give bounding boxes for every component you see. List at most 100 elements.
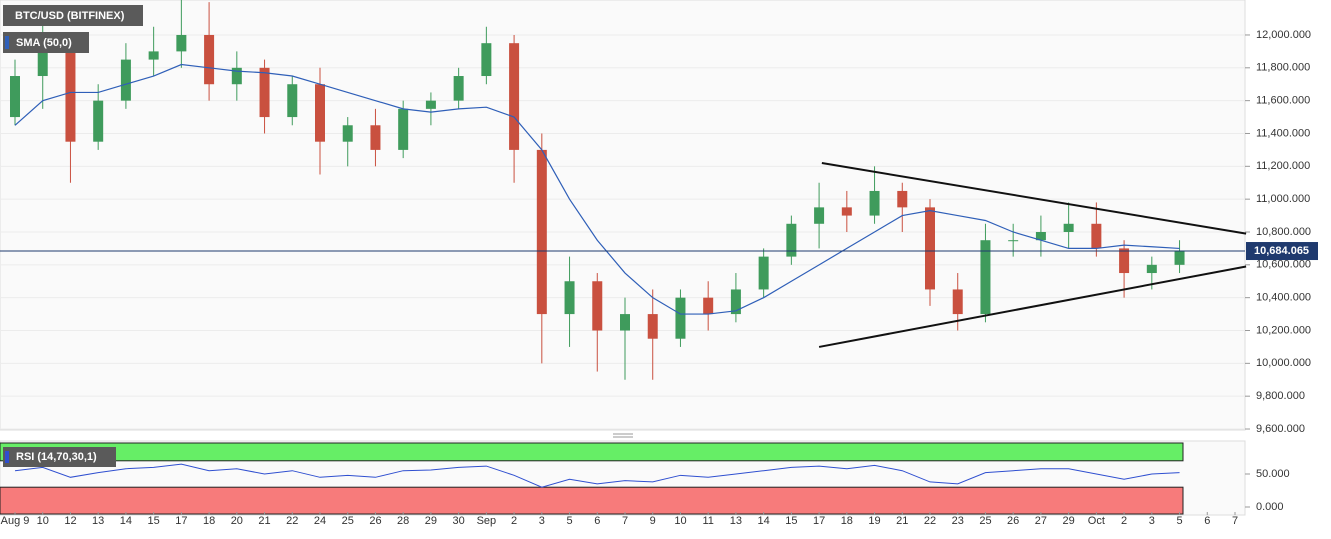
y-tick-label: 10,200.000 [1256,324,1311,336]
x-tick-label: Oct [1088,515,1105,527]
x-tick-label: 20 [231,515,243,527]
candle-body [647,314,658,339]
x-tick-label: 24 [314,515,326,527]
x-tick-label: 25 [342,515,354,527]
price-pane [0,0,1246,431]
x-tick-label: 7 [1232,515,1238,527]
x-tick-label: 3 [1149,515,1155,527]
x-tick-label: 27 [1035,515,1047,527]
candle-body [592,281,603,331]
oversold-band [0,486,1184,515]
y-tick-label: 10,000.000 [1256,357,1311,369]
legend-box [3,32,89,53]
y-tick-label: 9,800.000 [1256,390,1305,402]
candle-body [370,125,381,150]
y-tick-label: 9,600.000 [1256,423,1305,435]
marks [0,0,1247,515]
candle-body [730,289,741,315]
candle-body [980,240,991,315]
x-tick-label: 25 [979,515,991,527]
candle-body [176,34,187,52]
legend-entry: SMA (50,0) [16,37,72,49]
candle-body [10,76,20,118]
x-tick-label: 15 [148,515,160,527]
x-tick-label: 21 [896,515,908,527]
y-tick-label: 11,600.000 [1256,95,1310,107]
x-tick-label: 26 [1007,515,1019,527]
candle-body [342,125,353,142]
last-price-label: 10,684.065 [1254,245,1309,257]
legend-box [3,5,143,26]
x-tick-label: 23 [952,515,964,527]
x-tick-label: 13 [730,515,742,527]
legend-entry: RSI (14,70,30,1) [16,451,97,463]
candle-body [1174,251,1185,265]
candle-body [1035,231,1046,241]
candle-body [65,51,76,142]
candle-body [1063,223,1074,232]
x-tick-label: 7 [622,515,628,527]
x-tick-label: 10 [37,515,49,527]
sma-line [14,63,1180,315]
candle-body [786,223,797,257]
y-tick-label: 0.000 [1256,501,1284,513]
x-tick-label: 22 [924,515,936,527]
x-tick-label: 13 [92,515,104,527]
legend-swatch [5,36,9,49]
candle-body [952,289,963,315]
candle-body [897,190,908,208]
candle-body [287,84,298,118]
x-tick-label: 14 [758,515,770,527]
x-tick-label: Sep [477,515,497,527]
candle-body [841,207,852,216]
candle-body [259,67,270,118]
x-tick-label: 14 [120,515,132,527]
candle-body [231,67,242,85]
candle-body [204,34,215,85]
x-tick-label: 6 [1204,515,1210,527]
x-tick-label: 3 [539,515,545,527]
candle-body [620,314,630,331]
y-tick-label: 11,200.000 [1256,160,1310,172]
x-tick-label: 18 [203,515,215,527]
candle-body [509,43,520,150]
candle-body [425,100,436,109]
candle-body [758,256,769,290]
y-tick-label: 11,400.000 [1256,127,1310,139]
y-tick-label: 10,600.000 [1256,259,1311,271]
x-tick-label: 29 [425,515,437,527]
x-tick-label: 2 [1121,515,1127,527]
x-tick-label: 17 [175,515,187,527]
legend: BTC/USD (BITFINEX) SMA (50,0) RSI (14,70… [3,5,143,467]
candle-body [315,84,325,142]
x-tick-label: 10 [674,515,686,527]
candle-body [814,207,825,224]
candle-body [93,100,104,142]
x-tick-label: 29 [1063,515,1075,527]
candle-body [1008,240,1019,242]
y-tick-label: 10,800.000 [1256,226,1311,238]
candle-body [1119,248,1130,274]
x-tick-label: 28 [397,515,409,527]
legend-swatch [5,451,9,463]
x-tick-label: 5 [566,515,572,527]
x-tick-label: 19 [868,515,880,527]
x-tick-label: 26 [369,515,381,527]
y-tick-label: 11,000.000 [1256,193,1310,205]
candle-body [398,108,409,150]
x-tick-label: 11 [702,515,713,527]
candle-body [120,59,131,101]
x-tick-label: 22 [286,515,298,527]
x-tick-label: 5 [1176,515,1182,527]
candle-body [869,190,880,216]
candle-body [925,207,935,290]
x-tick-label: 6 [594,515,600,527]
y-tick-label: 50.000 [1256,468,1290,480]
candle-body [1091,223,1102,249]
rsi-line [14,463,1180,488]
y-tick-label: 11,800.000 [1256,62,1310,74]
overbought-band [0,442,1184,462]
x-tick-label: 18 [841,515,853,527]
x-tick-label: 15 [785,515,797,527]
